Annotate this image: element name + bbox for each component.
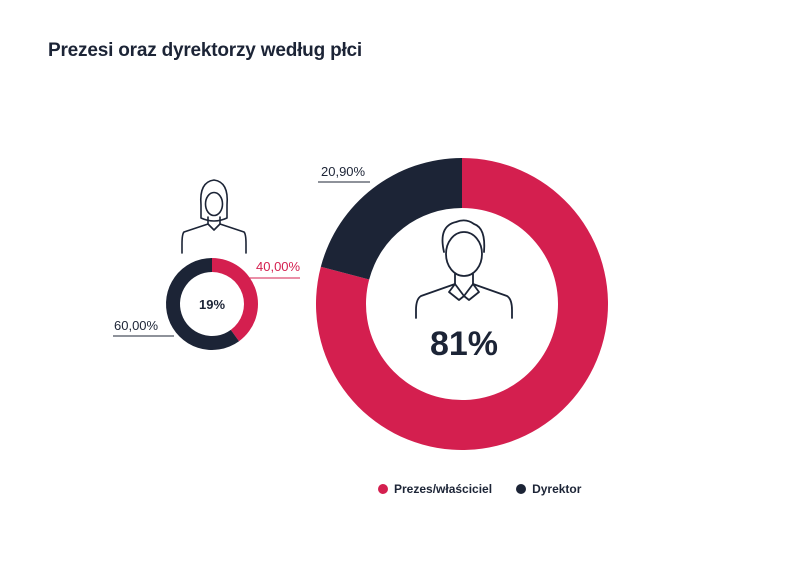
big-donut: 81% 20,90%: [315, 158, 609, 450]
legend-item-prezes: Prezes/właściciel: [378, 482, 492, 496]
legend: Prezes/właściciel Dyrektor: [378, 482, 605, 496]
small-donut: 19% 40,00% 60,00%: [113, 258, 301, 350]
big-slice-label-dyrektor: 20,90%: [321, 164, 366, 179]
legend-dot-prezes: [378, 484, 388, 494]
legend-label-prezes: Prezes/właściciel: [394, 482, 493, 496]
slice-small-prezes: [212, 258, 258, 342]
big-donut-center-label: 81%: [430, 325, 498, 363]
legend-dot-dyrektor: [516, 484, 527, 494]
small-donut-center-label: 19%: [199, 297, 225, 312]
chart-title: Prezesi oraz dyrektorzy według płci: [48, 40, 362, 61]
slice-small-dyrektor: [165, 258, 240, 350]
slice-big-dyrektor: [320, 158, 462, 280]
small-slice-label-dyrektor: 60,00%: [114, 318, 159, 333]
slice-big-prezes: [315, 158, 609, 450]
small-slice-label-prezes: 40,00%: [256, 259, 301, 274]
man-icon: [415, 219, 513, 319]
woman-icon: [181, 179, 247, 254]
legend-item-dyrektor: Dyrektor: [516, 482, 581, 496]
legend-label-dyrektor: Dyrektor: [532, 482, 582, 496]
